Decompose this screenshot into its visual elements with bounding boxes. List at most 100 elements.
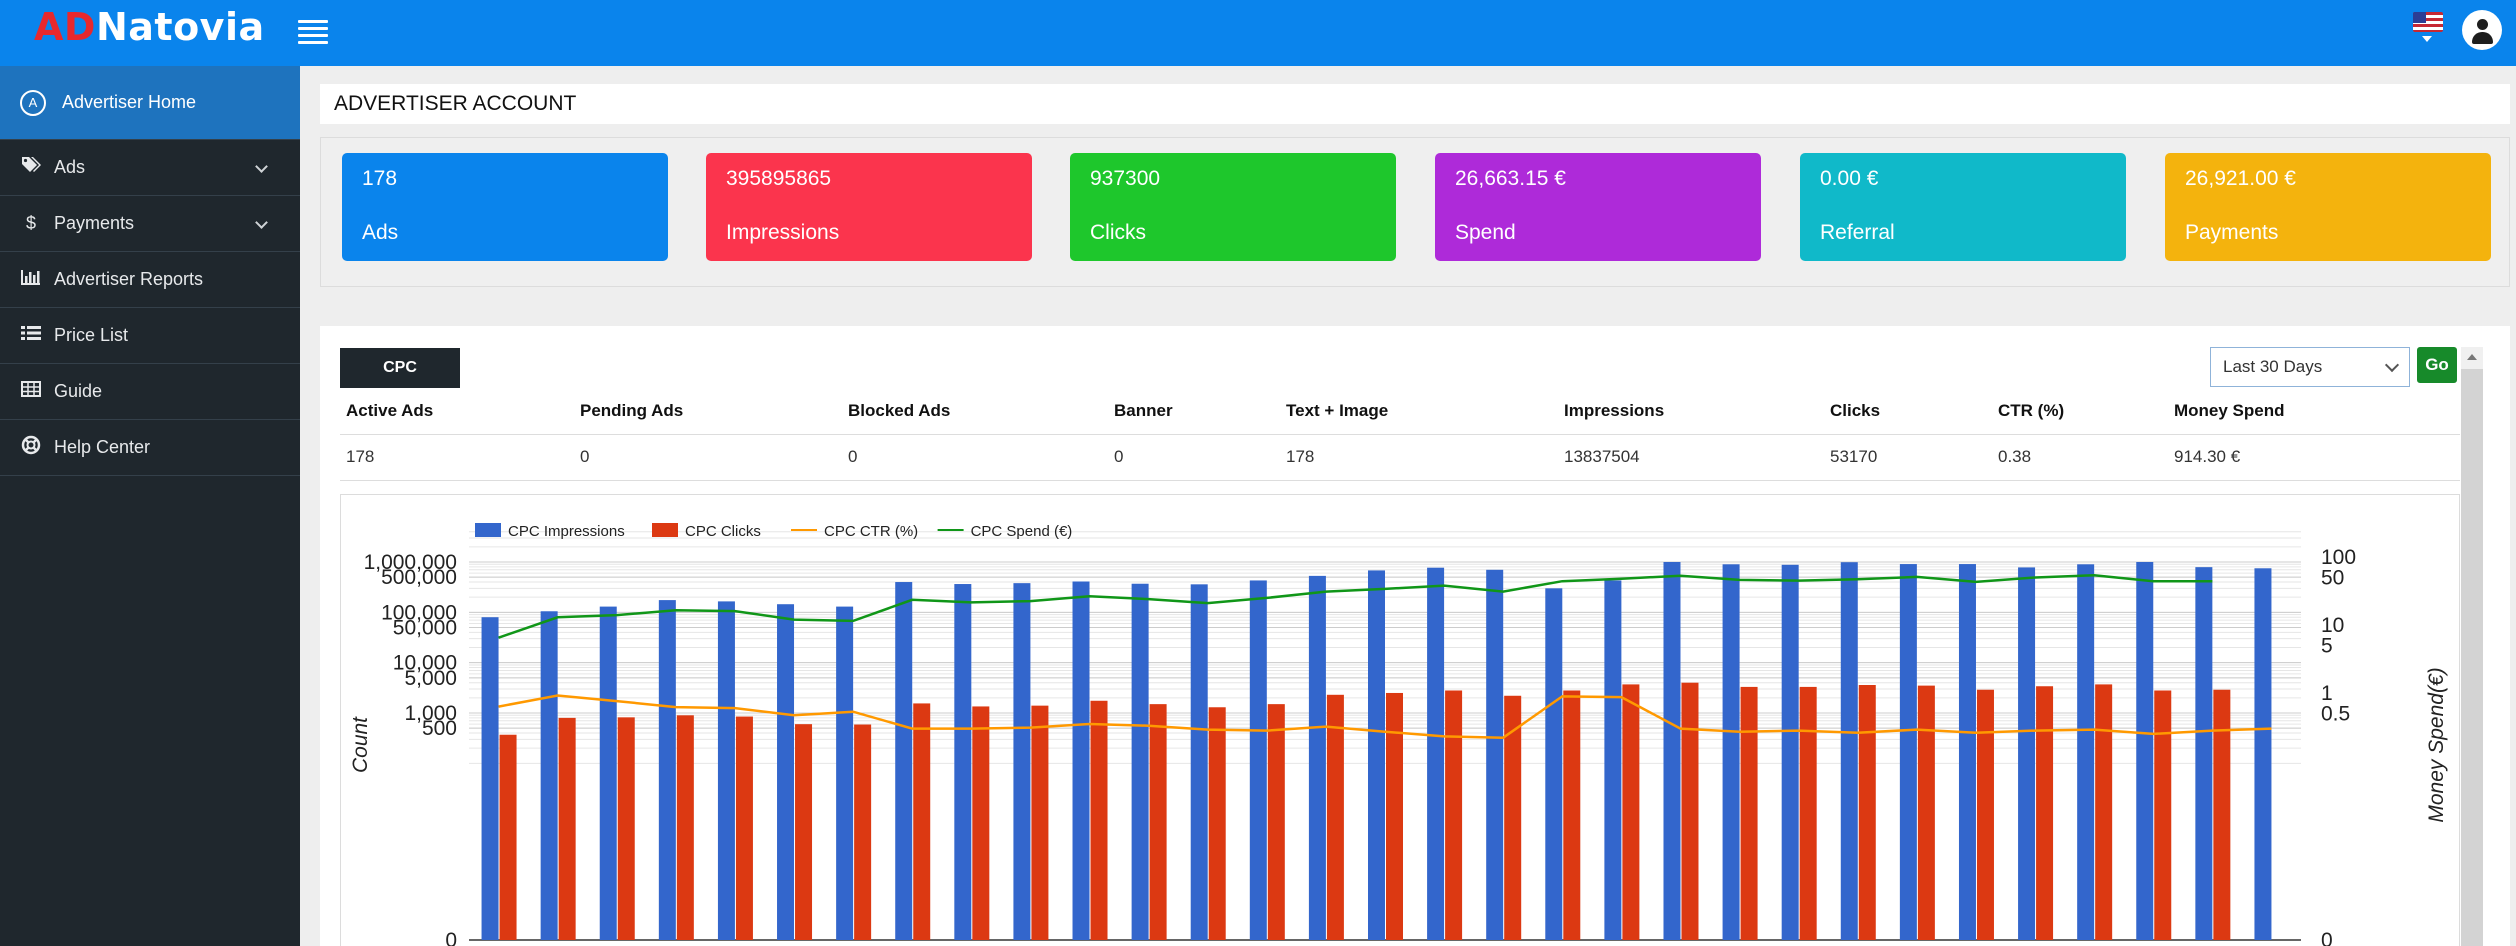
table-cell: 178 (340, 434, 574, 481)
menu-toggle-icon[interactable] (298, 20, 328, 44)
clicks-bar (499, 734, 517, 940)
language-caret-icon[interactable] (2422, 36, 2432, 42)
table-cell: 178 (1280, 434, 1558, 481)
card-value: 937300 (1090, 167, 1161, 190)
card-ads[interactable]: 178 Ads (342, 153, 668, 261)
clicks-bar (1799, 686, 1817, 940)
clicks-bar (1386, 692, 1403, 940)
card-referral[interactable]: 0.00 € Referral (1800, 153, 2126, 261)
table-row: 178 0 0 0 178 13837504 53170 0.38 914.30… (340, 434, 2460, 481)
y-tick-label: 10,000 (393, 652, 457, 675)
table-cell: 0.38 (1992, 434, 2168, 481)
card-spend[interactable]: 26,663.15 € Spend (1435, 153, 1761, 261)
scroll-up-icon[interactable] (2461, 347, 2483, 369)
card-payments[interactable]: 26,921.00 € Payments (2165, 153, 2491, 261)
go-button[interactable]: Go (2417, 347, 2457, 383)
clicks-bar (1681, 682, 1699, 940)
chevron-down-icon (255, 160, 268, 173)
card-label: Referral (1820, 221, 1895, 244)
sidebar-item-price-list[interactable]: Price List (0, 308, 300, 364)
column-header: CTR (%) (1992, 388, 2168, 435)
clicks-bar (1326, 694, 1344, 940)
impressions-bar (717, 601, 735, 940)
legend-swatch (652, 523, 678, 537)
impressions-bar (658, 600, 676, 940)
sidebar-item-advertiser-reports[interactable]: Advertiser Reports (0, 252, 300, 308)
date-range-select[interactable]: Last 30 Days (2210, 347, 2410, 387)
sidebar-item-help-center[interactable]: Help Center (0, 420, 300, 476)
clicks-bar (2154, 690, 2172, 940)
us-flag-icon[interactable] (2413, 12, 2443, 32)
report-panel: CPC Last 30 Days Go Active Ads Pending A… (320, 326, 2510, 946)
y2-axis-title: Money Spend(€) (2425, 667, 2448, 822)
clicks-bar (1090, 700, 1108, 940)
impressions-bar (1427, 567, 1445, 940)
impressions-bar (1486, 569, 1504, 940)
sidebar-item-ads[interactable]: Ads (0, 140, 300, 196)
column-header: Money Spend (2168, 388, 2460, 435)
column-header: Impressions (1558, 388, 1824, 435)
impressions-bar (1131, 583, 1149, 940)
clicks-bar (558, 717, 576, 940)
y-tick-label: 0 (445, 929, 457, 946)
impressions-bar (1308, 575, 1326, 940)
sidebar-item-label: Payments (54, 213, 135, 233)
column-header: Active Ads (340, 388, 574, 435)
clicks-bar (1740, 686, 1758, 940)
clicks-bar (1149, 704, 1167, 940)
impressions-bar (2077, 564, 2095, 940)
sidebar-item-guide[interactable]: Guide (0, 364, 300, 420)
card-value: 0.00 € (1820, 167, 1879, 190)
card-impressions[interactable]: 395895865 Impressions (706, 153, 1032, 261)
y2-tick-label: 100 (2321, 546, 2356, 569)
table-cell: 13837504 (1558, 434, 1824, 481)
clicks-bar (1267, 704, 1285, 940)
impressions-bar (1722, 564, 1740, 940)
tags-icon (20, 156, 42, 179)
card-label: Clicks (1090, 221, 1146, 244)
tab-cpc[interactable]: CPC (340, 348, 460, 388)
clicks-bar (1976, 689, 1994, 940)
bar-chart-icon (20, 269, 42, 290)
ctr-line (498, 694, 2272, 739)
card-label: Payments (2185, 221, 2279, 244)
cpc-chart: 1,000,000 500,000 100,000 50,000 10,000 5,000… (340, 494, 2460, 946)
date-range-value: Last 30 Days (2223, 357, 2323, 376)
legend-label: CPC CTR (%) (824, 523, 918, 540)
sidebar-item-payments[interactable]: $ Payments (0, 196, 300, 252)
clicks-bar (1445, 690, 1463, 940)
life-ring-icon (20, 435, 42, 460)
y-tick-label: 1,000 (404, 702, 457, 725)
table-cell: 914.30 € (2168, 434, 2460, 481)
brand-logo[interactable]: AD Natovia (34, 2, 265, 52)
y2-tick-label: 5 (2321, 634, 2333, 657)
clicks-bar (617, 717, 635, 940)
clicks-bar (676, 715, 694, 940)
scrollbar[interactable] (2461, 347, 2483, 946)
impressions-bar (1781, 564, 1799, 940)
clicks-bar (1858, 684, 1876, 940)
spend-line (498, 573, 2213, 639)
impressions-bar (1840, 562, 1858, 940)
sidebar-item-advertiser-home[interactable]: A Advertiser Home (0, 66, 300, 140)
legend-label: CPC Clicks (685, 523, 761, 540)
y2-tick-label: 0 (2321, 929, 2333, 946)
clicks-bar (2213, 689, 2231, 940)
column-header: Text + Image (1280, 388, 1558, 435)
sidebar-item-label: Price List (54, 325, 129, 345)
clicks-bar (1622, 684, 1640, 940)
logo-ad-text: AD (34, 5, 96, 49)
impressions-bar (1545, 588, 1563, 940)
table-icon (20, 381, 42, 402)
y2-tick-label: 1 (2321, 682, 2333, 705)
card-value: 178 (362, 167, 398, 190)
user-icon[interactable] (2462, 10, 2502, 50)
column-header: Clicks (1824, 388, 1992, 435)
card-clicks[interactable]: 937300 Clicks (1070, 153, 1396, 261)
clicks-bar (854, 724, 872, 940)
impressions-bar (2136, 562, 2154, 940)
clicks-bar (2095, 684, 2113, 940)
summary-cards: 178 Ads 395895865 Impressions 937300 Cli… (320, 137, 2510, 287)
advertiser-home-icon: A (20, 89, 46, 116)
y-tick-label: 50,000 (393, 616, 457, 639)
